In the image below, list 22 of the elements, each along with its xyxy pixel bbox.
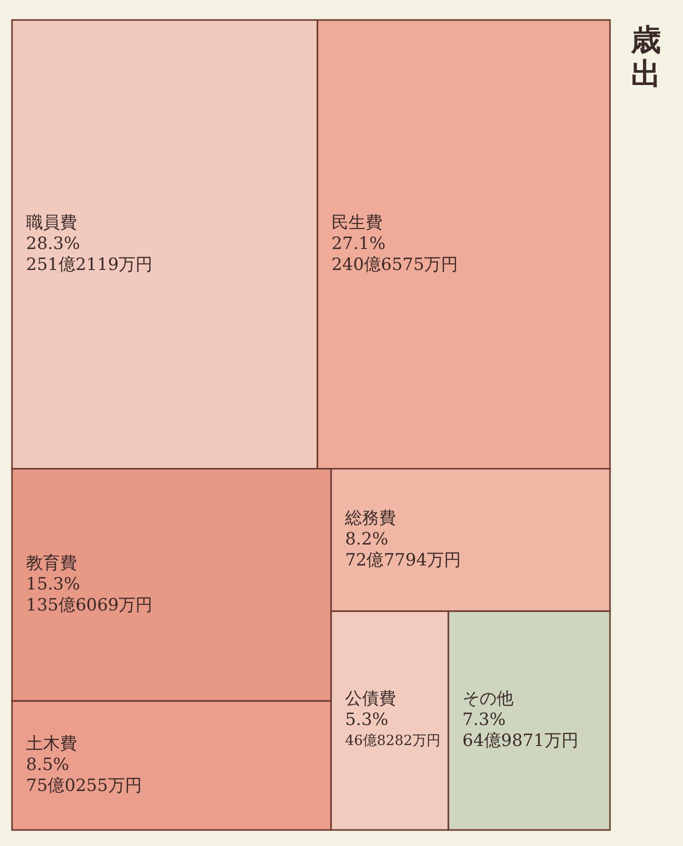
data-label: 28.3% [26,234,80,254]
category-label: その他 [462,688,514,709]
data-label: 15.3% [26,574,80,594]
category-label: 総務費 [344,508,396,528]
category-label: 職員費 [26,212,77,233]
data-label: 27.1% [331,234,386,254]
text: 64億9871万円 [462,730,578,751]
data-label: 5.3% [345,710,388,730]
text: 135億6069万円 [26,595,153,616]
text: 72億7794万円 [345,550,462,570]
text: 75億0255万円 [26,776,142,796]
data-label: 8.2% [345,529,388,550]
text: 240億6575万円 [331,254,458,275]
category-label: 教育費 [26,553,77,574]
text: 歳出 [630,23,661,92]
text: 46億8282万円 [345,733,440,750]
category-label: 民生費 [331,212,382,233]
data-label: 8.5% [26,754,70,775]
text: 251億2119万円 [26,254,153,275]
data-label: 7.3% [462,710,506,730]
category-label: 公債費 [345,688,396,709]
category-label: 土木費 [26,734,77,754]
